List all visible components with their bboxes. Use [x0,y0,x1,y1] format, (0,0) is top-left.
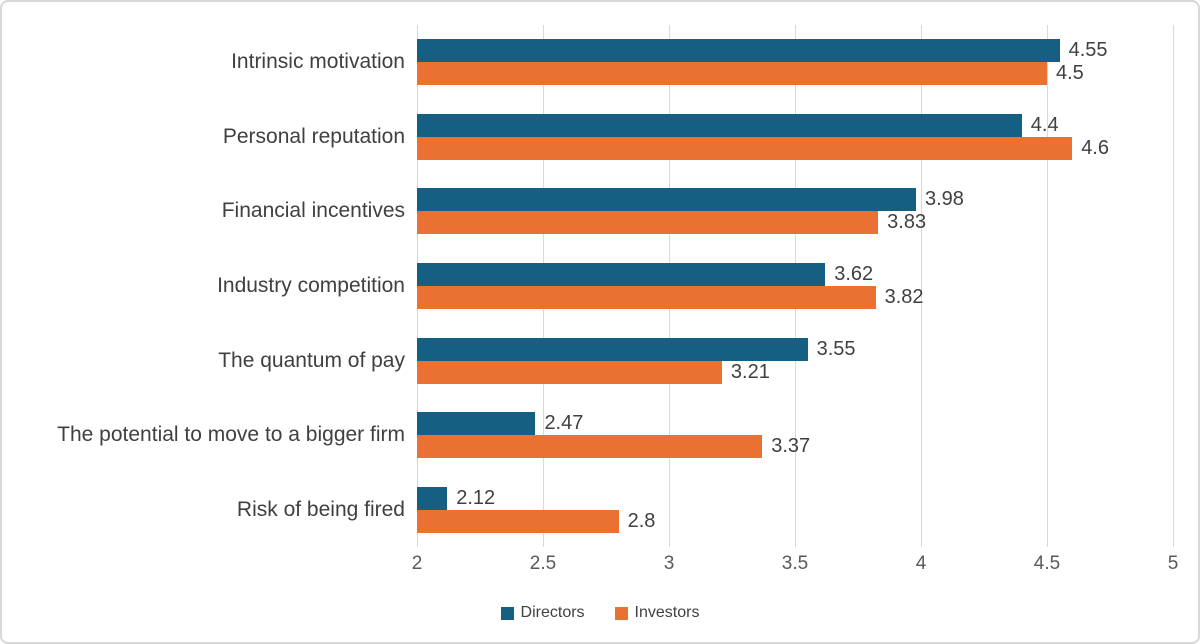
bar-directors [417,412,536,436]
category-label: Industry competition [217,273,405,297]
bar-directors [417,188,916,212]
data-label: 3.82 [884,286,924,308]
bar-directors [417,263,826,286]
bar-investors [417,360,722,384]
data-label: 4.55 [1068,39,1108,62]
bar-investors [417,62,1047,86]
category-label: The potential to move to a bigger firm [57,423,405,447]
data-label: 3.37 [771,435,811,458]
x-tick-label: 3.5 [781,553,809,574]
data-label: 2.47 [544,412,584,435]
category-label: Risk of being fired [236,497,405,521]
category-label: Financial incentives [221,199,405,223]
bar-directors [417,113,1022,137]
bar-directors [417,486,448,510]
category-label: The quantum of pay [218,348,405,372]
x-tick-label: 4 [915,553,927,574]
bar-directors [417,337,808,361]
bar-investors [417,286,876,309]
data-label: 4.4 [1030,113,1059,136]
data-label: 3.55 [816,337,856,360]
data-label: 3.83 [887,211,927,234]
data-label: 3.98 [924,188,964,211]
bar-investors [417,136,1073,160]
legend-label: Directors [520,604,585,621]
x-tick-label: 2.5 [529,553,557,574]
legend-swatch-investors [614,606,628,620]
legend-item-directors: Directors [500,604,585,622]
x-tick-label: 5 [1167,553,1179,574]
bar-directors [417,39,1060,63]
gridline [1047,25,1048,547]
legend-label: Investors [634,604,700,621]
category-label: Intrinsic motivation [231,50,405,74]
data-label: 4.6 [1081,136,1109,159]
x-tick-label: 4.5 [1033,553,1061,574]
data-label: 2.8 [627,509,656,532]
gridline [1173,25,1174,547]
data-label: 4.5 [1056,62,1084,85]
bar-investors [417,211,879,235]
legend-item-investors: Investors [614,604,700,622]
data-label: 2.12 [456,486,496,509]
category-label: Personal reputation [222,124,405,148]
bar-investors [417,435,763,459]
legend-swatch-directors [500,606,514,620]
data-label: 3.21 [730,360,770,383]
x-tick-label: 3 [663,553,675,574]
data-label: 3.62 [834,263,874,285]
x-tick-label: 2 [411,553,423,574]
gridline [921,25,922,547]
legend: Directors Investors [2,600,1198,626]
bar-investors [417,509,619,533]
